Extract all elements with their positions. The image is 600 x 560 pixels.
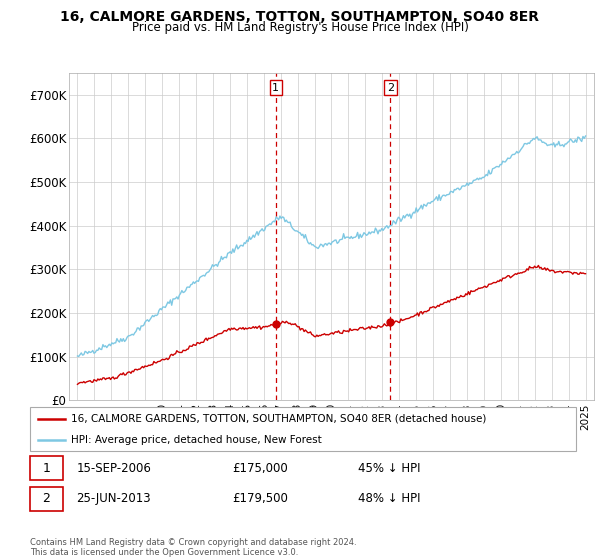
Text: 16, CALMORE GARDENS, TOTTON, SOUTHAMPTON, SO40 8ER: 16, CALMORE GARDENS, TOTTON, SOUTHAMPTON…	[61, 10, 539, 24]
Text: 48% ↓ HPI: 48% ↓ HPI	[358, 492, 420, 506]
Text: £179,500: £179,500	[232, 492, 288, 506]
Text: 2: 2	[387, 83, 394, 92]
FancyBboxPatch shape	[30, 487, 63, 511]
Text: £175,000: £175,000	[232, 461, 288, 475]
Text: 16, CALMORE GARDENS, TOTTON, SOUTHAMPTON, SO40 8ER (detached house): 16, CALMORE GARDENS, TOTTON, SOUTHAMPTON…	[71, 414, 487, 424]
Text: 1: 1	[43, 461, 50, 475]
Text: 45% ↓ HPI: 45% ↓ HPI	[358, 461, 420, 475]
Text: 1: 1	[272, 83, 279, 92]
FancyBboxPatch shape	[30, 456, 63, 480]
Text: Contains HM Land Registry data © Crown copyright and database right 2024.
This d: Contains HM Land Registry data © Crown c…	[30, 538, 356, 557]
Text: 25-JUN-2013: 25-JUN-2013	[76, 492, 151, 506]
FancyBboxPatch shape	[30, 407, 576, 451]
Text: 2: 2	[43, 492, 50, 506]
Text: Price paid vs. HM Land Registry's House Price Index (HPI): Price paid vs. HM Land Registry's House …	[131, 21, 469, 34]
Text: 15-SEP-2006: 15-SEP-2006	[76, 461, 151, 475]
Text: HPI: Average price, detached house, New Forest: HPI: Average price, detached house, New …	[71, 435, 322, 445]
